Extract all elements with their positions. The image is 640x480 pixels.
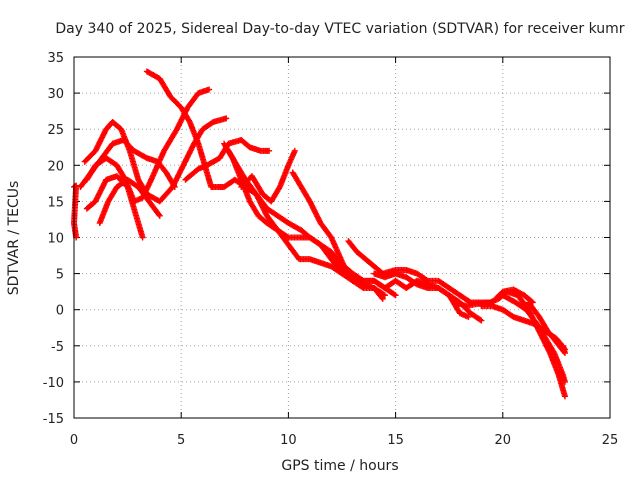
data-point [155, 211, 162, 218]
series-track-9 [225, 147, 386, 302]
y-tick-label: 35 [47, 51, 64, 66]
y-tick-label: -10 [43, 376, 64, 391]
x-tick-label: 5 [177, 433, 185, 448]
data-point [465, 313, 472, 320]
chart-title: Day 340 of 2025, Sidereal Day-to-day VTE… [55, 21, 624, 37]
data-point [156, 212, 163, 219]
y-tick-label: 25 [47, 123, 64, 138]
data-point [477, 316, 484, 323]
x-tick-label: 0 [70, 433, 78, 448]
data-point [559, 342, 566, 349]
x-tick-label: 10 [280, 433, 297, 448]
data-point [284, 233, 291, 240]
series-track-10 [238, 147, 298, 205]
y-axis-label: SDTVAR / TECUs [6, 181, 22, 296]
y-tick-label: 30 [47, 87, 64, 102]
series-track-16 [499, 292, 568, 385]
x-tick-label: 15 [387, 433, 404, 448]
data-point [291, 147, 298, 154]
data-point [561, 378, 568, 385]
series-track-17 [525, 299, 568, 357]
data-point [359, 277, 366, 284]
y-tick-label: -5 [51, 340, 64, 355]
data-point [223, 115, 230, 122]
series-track-4 [83, 173, 146, 241]
grid-lines [74, 57, 610, 418]
data-point [561, 393, 568, 400]
y-tick-label: -15 [43, 412, 64, 427]
series-track-15 [478, 303, 568, 353]
data-point [379, 295, 386, 302]
series-track-1 [81, 115, 230, 205]
data-point [378, 294, 385, 301]
y-tick-label: 5 [56, 268, 64, 283]
x-tick-label: 20 [495, 433, 512, 448]
series-track-11 [289, 169, 399, 299]
x-axis-label: GPS time / hours [281, 458, 398, 474]
x-tick-label: 25 [602, 433, 619, 448]
y-tick-label: 0 [56, 304, 64, 319]
series-track-5 [77, 137, 178, 190]
series-track-18 [71, 182, 80, 241]
data-point [266, 147, 273, 154]
plot-frame [73, 56, 611, 419]
data-point [139, 234, 146, 241]
data-point [391, 291, 398, 298]
data-point [171, 183, 178, 190]
series-track-19 [414, 277, 472, 320]
data-point [392, 292, 399, 299]
series-track-6 [96, 176, 163, 227]
data-point [381, 292, 388, 299]
series-track-7 [182, 137, 273, 183]
y-tick-label: 15 [47, 195, 64, 210]
y-tick-label: 10 [47, 232, 64, 247]
data-point [478, 317, 485, 324]
y-tick-label: 20 [47, 159, 64, 174]
data-point [206, 86, 213, 93]
plot-area [71, 68, 568, 400]
series-track-8 [221, 140, 388, 299]
